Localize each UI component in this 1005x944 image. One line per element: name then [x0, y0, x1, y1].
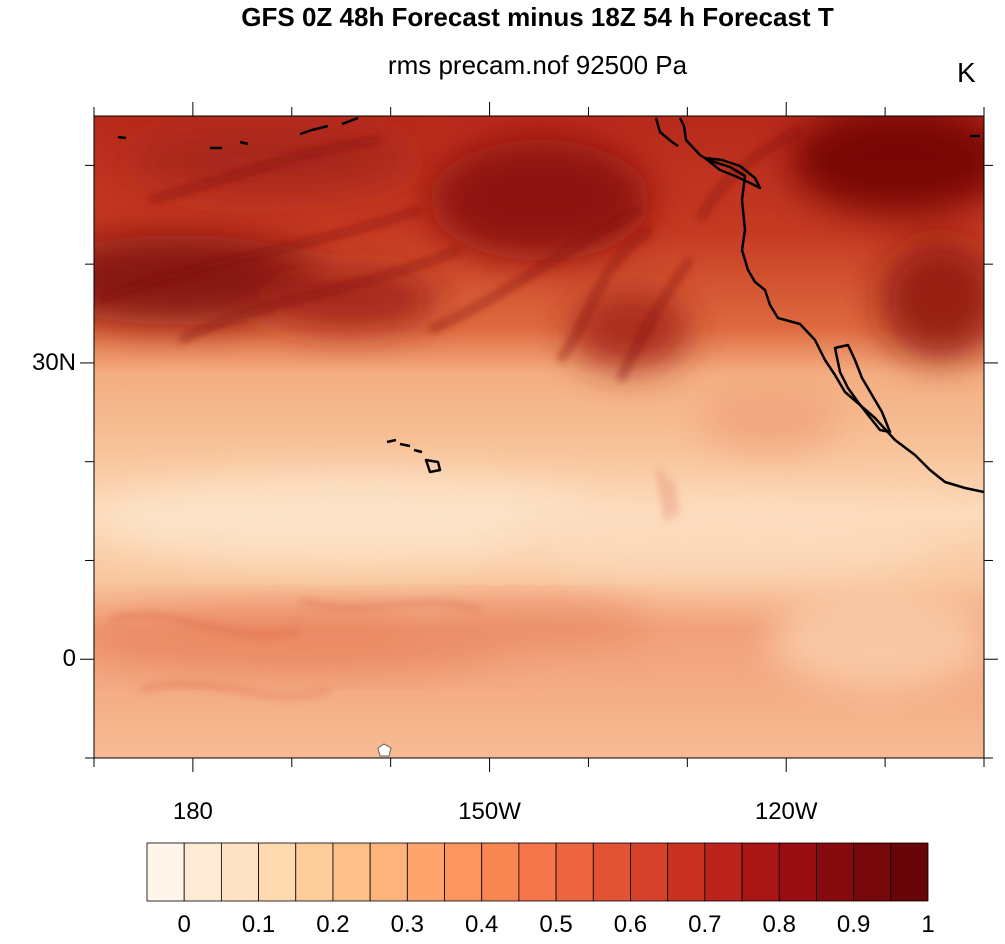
colorbar-tick-label: 0 — [177, 911, 191, 938]
colorbar-tick-label: 0.2 — [316, 911, 350, 938]
colorbar-swatch — [667, 842, 706, 902]
field-dark-regions — [94, 116, 984, 370]
colorbar-swatch — [146, 842, 185, 902]
colorbar-tick-label: 0.6 — [613, 911, 648, 938]
colorbar-swatch — [778, 842, 817, 902]
coastline — [117, 116, 984, 494]
field-light-regions — [100, 390, 984, 690]
colorbar-tick-label: 0.4 — [465, 911, 499, 938]
map-frame — [93, 115, 985, 759]
colorbar-swatch — [258, 842, 297, 902]
colorbar-tick-label: 0.1 — [241, 911, 276, 938]
colorbar-swatch — [555, 842, 594, 902]
colorbar-swatch — [853, 842, 892, 902]
colorbar-tick-label: 0.3 — [390, 911, 425, 938]
colorbar-tick-label: 1 — [921, 911, 935, 938]
field-streaks — [98, 127, 802, 382]
colorbar-swatch — [890, 842, 929, 902]
colorbar-tick-label: 0.8 — [762, 911, 796, 938]
lon-label: 180 — [172, 798, 213, 825]
colorbar-swatch — [295, 842, 334, 902]
colorbar-swatch — [369, 842, 408, 902]
map-title: GFS 0Z 48h Forecast minus 18Z 54 h Forec… — [241, 2, 834, 32]
colorbar — [146, 842, 929, 902]
colorbar-tick-label: 0.5 — [539, 911, 573, 938]
rms-field — [94, 116, 984, 758]
field-streaks-tropics — [109, 469, 678, 698]
colorbar-swatch — [630, 842, 669, 902]
colorbar-swatch — [481, 842, 520, 902]
colorbar-swatch — [220, 842, 259, 902]
colorbar-swatch — [592, 842, 631, 902]
axis-ticks — [80, 102, 998, 772]
colorbar-swatch — [704, 842, 743, 902]
colorbar-swatch — [816, 842, 855, 902]
aleutian-islands-outline — [117, 116, 980, 150]
map-subtitle: rms precam.nof 92500 Pa — [387, 50, 688, 80]
colorbar-swatch — [741, 842, 780, 902]
colorbar-swatch — [406, 842, 445, 902]
colorbar-swatch — [518, 842, 557, 902]
units-label: K — [957, 57, 976, 88]
colorbar-swatch — [444, 842, 483, 902]
lat-label: 0 — [62, 645, 76, 673]
colorbar-swatch — [183, 842, 222, 902]
island-marker-icon — [377, 743, 392, 757]
colorbar-tick-label: 0.9 — [836, 911, 871, 938]
north-america-coastline — [654, 117, 984, 494]
lon-label: 120W — [754, 798, 818, 825]
hawaii-outline — [386, 438, 442, 474]
vancouver-island-outline — [703, 156, 762, 190]
lat-label: 30N — [31, 348, 76, 376]
lon-label: 150W — [458, 798, 521, 825]
colorbar-swatch — [332, 842, 371, 902]
colorbar-tick-label: 0.7 — [688, 911, 722, 938]
baja-california-outline — [833, 343, 892, 434]
